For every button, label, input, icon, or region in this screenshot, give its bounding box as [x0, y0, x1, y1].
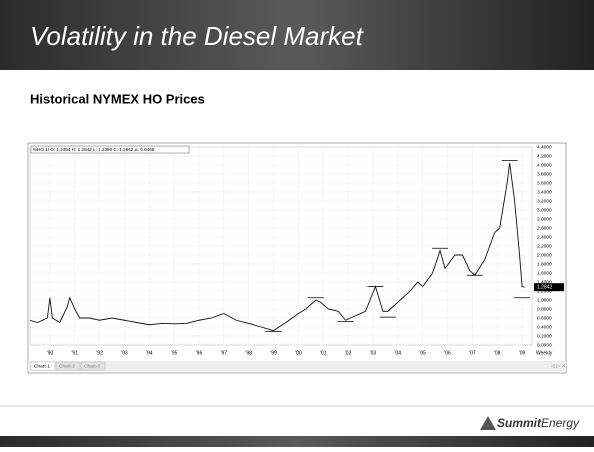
tab — [80, 361, 106, 371]
x-tick-label: '03 — [370, 350, 377, 356]
tab — [30, 361, 56, 371]
x-tick-label: '97 — [221, 350, 228, 356]
x-tick-label: '08 — [494, 350, 501, 356]
price-line — [29, 162, 525, 332]
x-tick-label: '90 — [47, 350, 54, 356]
x-tick-label: '98 — [245, 350, 252, 356]
last-value-label: 1.2842 — [537, 285, 553, 291]
bottom-bar — [0, 436, 594, 447]
tab-nav: ◁ ▷ ✕ — [551, 363, 566, 369]
y-tick-label: 2.8000 — [537, 216, 552, 222]
y-tick-label: 2.6000 — [537, 225, 552, 231]
x-tick-label: '07 — [469, 350, 476, 356]
x-tick-label: '01 — [320, 350, 327, 356]
y-tick-label: 2.0000 — [537, 252, 552, 258]
y-tick-label: 3.0000 — [537, 207, 552, 213]
last-value-box — [534, 283, 564, 292]
tab-label: Chart-2 — [59, 363, 75, 369]
tab-label: Chart-3 — [84, 363, 100, 369]
y-tick-label: 0.2000 — [537, 333, 552, 339]
header-box — [30, 145, 190, 154]
y-tick-label: 4.0000 — [537, 162, 552, 168]
x-tick-label: '91 — [71, 350, 78, 356]
x-tick-label: '96 — [196, 350, 203, 356]
title-bar — [0, 0, 594, 70]
y-tick-label: 4.2000 — [537, 153, 552, 159]
x-tick-label: '92 — [96, 350, 103, 356]
x-tick-label: '04 — [395, 350, 402, 356]
tab-label: Chart-1 — [34, 363, 50, 369]
y-tick-label: 3.8000 — [537, 171, 552, 177]
x-unit-label: Weekly — [536, 350, 553, 356]
x-tick-label: '06 — [444, 350, 451, 356]
y-tick-label: 0.0000 — [537, 342, 552, 348]
x-tick-label: '09 — [519, 350, 526, 356]
x-tick-label: '02 — [345, 350, 352, 356]
y-tick-label: 3.2000 — [537, 198, 552, 204]
logo-bold: Summit — [497, 416, 542, 430]
y-tick-label: 0.4000 — [537, 324, 552, 330]
y-tick-label: 3.4000 — [537, 189, 552, 195]
x-tick-label: '05 — [419, 350, 426, 356]
y-tick-label: 1.0000 — [537, 297, 552, 303]
tab-bar — [28, 361, 566, 371]
y-tick-label: 1.6000 — [537, 270, 552, 276]
x-tick-label: '00 — [295, 350, 302, 356]
logo-icon — [480, 416, 496, 430]
tab — [55, 361, 81, 371]
y-tick-label: 2.4000 — [537, 234, 552, 240]
y-tick-label: 1.8000 — [537, 261, 552, 267]
slide-subtitle: Historical NYMEX HO Prices — [30, 91, 205, 106]
x-tick-label: '94 — [146, 350, 153, 356]
x-tick-label: '99 — [270, 350, 277, 356]
slide-title: Volatility in the Diesel Market — [30, 21, 365, 51]
y-tick-label: 1.4000 — [537, 279, 552, 285]
y-tick-label: 0.8000 — [537, 306, 552, 312]
x-tick-label: '95 — [171, 350, 178, 356]
y-tick-label: 1.2000 — [537, 288, 552, 294]
y-tick-label: 2.2000 — [537, 243, 552, 249]
logo-italic: Energy — [541, 416, 580, 430]
x-tick-label: '93 — [121, 350, 128, 356]
logo: SummitEnergy — [497, 416, 580, 430]
y-tick-label: 3.6000 — [537, 180, 552, 186]
y-tick-label: 4.4000 — [537, 144, 552, 150]
chart-header: %HO 1! O: 1.2354 H: 1.2842 L: 1.2350 C: … — [33, 147, 155, 152]
y-tick-label: 0.6000 — [537, 315, 552, 321]
